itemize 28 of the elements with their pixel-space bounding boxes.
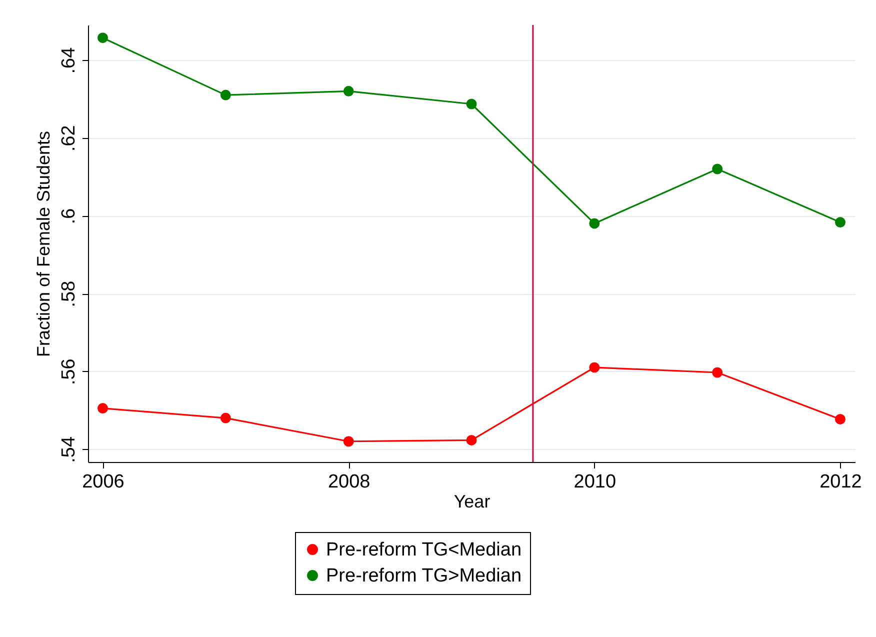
legend-label: Pre-reform TG<Median — [326, 540, 522, 560]
y-tick-label: .58 — [58, 280, 80, 308]
point — [835, 217, 846, 228]
point — [835, 414, 846, 424]
point — [466, 434, 477, 446]
x-tick-label: 2008 — [328, 472, 370, 492]
y-tick-label: .6 — [58, 208, 80, 224]
point — [466, 98, 477, 110]
y-tick-label: .64 — [58, 46, 80, 74]
x-tick-label: 2012 — [820, 472, 862, 492]
point — [220, 412, 231, 424]
legend-label: Pre-reform TG>Median — [326, 566, 522, 586]
point — [220, 90, 231, 100]
point — [343, 436, 354, 447]
y-axis-title: Fraction of Female Students — [34, 130, 54, 358]
point — [98, 32, 108, 44]
point — [712, 367, 723, 378]
point — [712, 164, 723, 174]
point — [589, 362, 600, 373]
point — [589, 218, 600, 229]
point — [343, 86, 354, 96]
x-axis-title: Year — [454, 492, 490, 512]
x-tick-label: 2006 — [82, 472, 124, 492]
point — [98, 403, 108, 414]
y-tick-label: .62 — [58, 125, 80, 152]
y-tick-label: .54 — [58, 436, 80, 463]
x-tick-label: 2010 — [574, 472, 616, 492]
y-tick-label: .56 — [58, 358, 80, 386]
